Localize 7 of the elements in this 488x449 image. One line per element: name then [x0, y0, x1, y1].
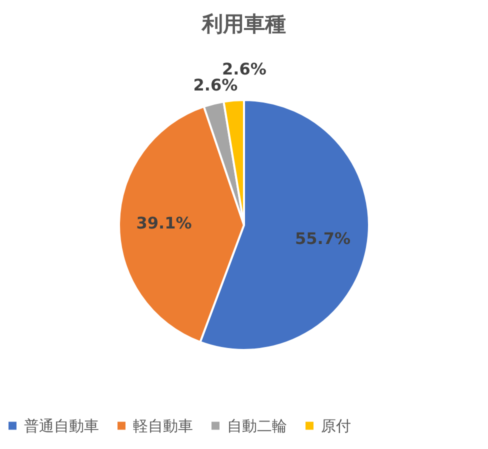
- legend-label: 原付: [321, 416, 351, 435]
- legend-label: 自動二輪: [227, 416, 287, 435]
- chart-title: 利用車種: [201, 12, 286, 36]
- data-label: 55.7%: [294, 229, 350, 248]
- data-label: 39.1%: [136, 214, 192, 233]
- legend-label: 普通自動車: [24, 416, 99, 435]
- legend-label: 軽自動車: [133, 416, 193, 435]
